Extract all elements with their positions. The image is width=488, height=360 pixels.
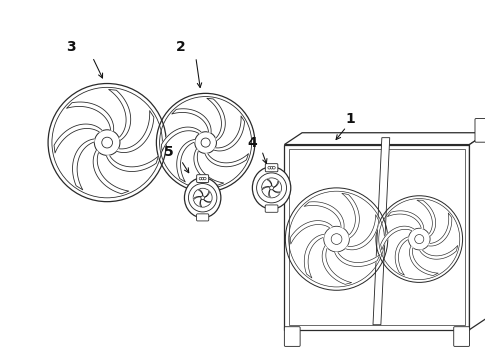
Polygon shape [386,211,423,229]
Polygon shape [408,247,437,275]
Circle shape [407,228,429,250]
Polygon shape [304,234,324,278]
Circle shape [201,138,210,147]
Polygon shape [341,193,359,238]
Polygon shape [468,133,486,330]
Polygon shape [284,133,486,145]
Circle shape [193,188,212,207]
FancyBboxPatch shape [264,205,277,212]
Ellipse shape [252,167,290,209]
Polygon shape [419,246,457,259]
Circle shape [270,166,272,169]
FancyBboxPatch shape [265,164,277,172]
Polygon shape [204,191,209,197]
Polygon shape [93,150,129,194]
Polygon shape [268,189,270,197]
Polygon shape [203,199,210,203]
Text: 5: 5 [164,145,174,159]
Text: 3: 3 [66,40,75,54]
Polygon shape [322,246,351,284]
Text: 2: 2 [176,40,185,54]
Polygon shape [262,186,269,190]
Polygon shape [171,109,211,132]
Circle shape [201,196,204,199]
Polygon shape [272,190,280,193]
FancyBboxPatch shape [453,327,468,346]
Circle shape [330,234,341,244]
Polygon shape [427,213,451,246]
Polygon shape [204,154,248,167]
Polygon shape [161,127,201,151]
Circle shape [188,184,216,212]
Polygon shape [200,199,201,207]
Polygon shape [290,221,332,244]
Polygon shape [72,139,94,190]
Circle shape [94,130,120,156]
FancyBboxPatch shape [196,175,208,183]
FancyBboxPatch shape [196,214,208,221]
Polygon shape [66,102,113,131]
Circle shape [267,166,270,169]
Polygon shape [266,179,271,186]
Polygon shape [54,124,102,153]
FancyBboxPatch shape [284,327,300,346]
Polygon shape [334,252,379,266]
Circle shape [414,234,423,244]
Polygon shape [214,116,244,151]
Polygon shape [372,138,389,325]
Polygon shape [345,215,378,250]
Polygon shape [176,140,194,182]
Polygon shape [284,145,468,330]
Circle shape [269,186,273,190]
Polygon shape [380,226,413,250]
Circle shape [261,178,281,198]
Text: 4: 4 [246,136,256,150]
FancyBboxPatch shape [474,118,488,142]
Polygon shape [394,237,407,275]
Circle shape [323,226,348,252]
Polygon shape [198,189,203,195]
Circle shape [201,177,203,180]
Polygon shape [206,98,225,141]
Circle shape [102,137,112,148]
Circle shape [203,177,206,180]
Polygon shape [117,111,154,153]
Text: 1: 1 [345,112,354,126]
Ellipse shape [184,178,221,218]
Polygon shape [108,89,130,140]
Polygon shape [304,202,344,228]
Circle shape [272,166,275,169]
Circle shape [194,132,216,153]
Circle shape [256,173,286,203]
Polygon shape [106,156,158,171]
Circle shape [199,177,202,180]
Polygon shape [416,200,435,236]
Polygon shape [273,181,278,188]
Polygon shape [193,197,200,199]
Polygon shape [193,149,223,185]
